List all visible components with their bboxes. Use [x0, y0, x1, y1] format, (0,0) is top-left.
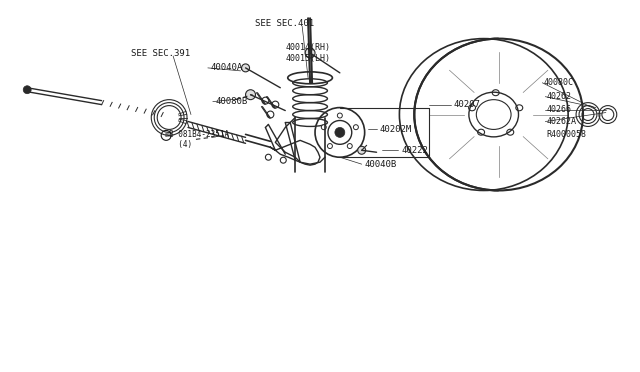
- Circle shape: [337, 113, 342, 118]
- Circle shape: [358, 146, 365, 154]
- Text: 40262A: 40262A: [547, 117, 576, 126]
- Circle shape: [321, 125, 326, 130]
- Text: 40202M: 40202M: [380, 125, 412, 134]
- Circle shape: [353, 125, 358, 130]
- Text: 40222: 40222: [401, 146, 428, 155]
- Circle shape: [348, 144, 352, 148]
- Circle shape: [335, 128, 345, 137]
- Text: 40040A: 40040A: [211, 63, 243, 73]
- Text: B: B: [164, 133, 168, 138]
- Text: 40207: 40207: [454, 100, 481, 109]
- Circle shape: [241, 64, 250, 72]
- Text: 40080C: 40080C: [543, 78, 573, 87]
- Text: R4000058: R4000058: [547, 130, 586, 139]
- Circle shape: [246, 90, 255, 100]
- Text: B 081B4-2351A
  (4): B 081B4-2351A (4): [169, 130, 229, 149]
- Circle shape: [328, 144, 332, 148]
- Text: 40014(RH)
40015(LH): 40014(RH) 40015(LH): [285, 43, 330, 63]
- Text: 40040B: 40040B: [365, 160, 397, 169]
- Text: SEE SEC.391: SEE SEC.391: [131, 48, 191, 58]
- Circle shape: [23, 86, 31, 94]
- Text: 40262: 40262: [547, 92, 572, 101]
- Circle shape: [305, 48, 315, 58]
- Text: SEE SEC.401: SEE SEC.401: [255, 19, 315, 28]
- Text: 40080B: 40080B: [216, 97, 248, 106]
- Text: 40266: 40266: [547, 105, 572, 114]
